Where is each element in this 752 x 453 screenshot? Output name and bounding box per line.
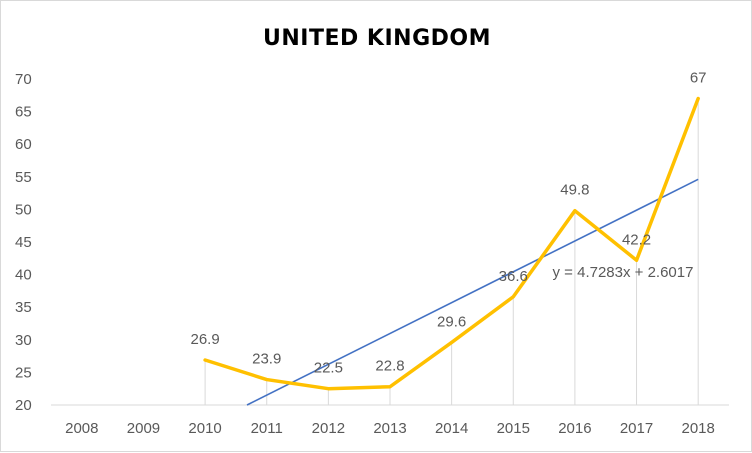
series-line xyxy=(203,96,700,391)
y-tick-label: 25 xyxy=(15,364,32,381)
y-tick-label: 60 xyxy=(15,136,32,153)
x-tick-label: 2016 xyxy=(558,420,591,437)
trendline xyxy=(246,178,699,406)
chart-title: UNITED KINGDOM xyxy=(263,26,491,51)
data-label: 49.8 xyxy=(560,182,589,199)
data-label: 42.2 xyxy=(622,231,651,248)
x-tick-label: 2010 xyxy=(188,420,221,437)
y-tick-label: 55 xyxy=(15,169,32,186)
data-label: 29.6 xyxy=(437,313,466,330)
data-label: 23.9 xyxy=(252,351,281,368)
x-tick-label: 2015 xyxy=(497,420,530,437)
y-tick-label: 35 xyxy=(15,299,32,316)
trendline-group: y = 4.7283x + 2.6017 xyxy=(246,178,699,406)
y-tick-label: 20 xyxy=(15,397,32,414)
x-tick-label: 2017 xyxy=(620,420,653,437)
data-label: 22.5 xyxy=(314,360,343,377)
drop-lines xyxy=(204,98,699,405)
x-tick-label: 2008 xyxy=(65,420,98,437)
y-tick-label: 45 xyxy=(15,234,32,251)
data-label: 22.8 xyxy=(375,358,404,375)
x-tick-label: 2013 xyxy=(373,420,406,437)
x-tick-label: 2011 xyxy=(251,420,283,437)
y-tick-label: 50 xyxy=(15,201,32,218)
y-axis: 20 25 30 35 40 45 50 55 60 65 70 xyxy=(15,71,32,414)
x-tick-label: 2009 xyxy=(127,420,160,437)
trendline-equation: y = 4.7283x + 2.6017 xyxy=(553,264,694,281)
series-group xyxy=(203,96,700,391)
x-tick-label: 2018 xyxy=(681,420,714,437)
x-axis: 2008 2009 2010 2011 2012 2013 2014 2015 2016 2017… xyxy=(51,404,729,437)
y-tick-label: 65 xyxy=(15,104,32,121)
y-tick-label: 30 xyxy=(15,332,32,349)
data-label: 36.6 xyxy=(499,268,528,285)
data-label: 67 xyxy=(690,70,707,87)
x-tick-label: 2012 xyxy=(312,420,345,437)
x-tick-label: 2014 xyxy=(435,420,468,437)
data-labels: 26.9 23.9 22.5 22.8 29.6 36.6 49.8 42.2 67 xyxy=(190,70,706,377)
y-tick-label: 70 xyxy=(15,71,32,88)
y-tick-label: 40 xyxy=(15,267,32,284)
data-label: 26.9 xyxy=(190,331,219,348)
